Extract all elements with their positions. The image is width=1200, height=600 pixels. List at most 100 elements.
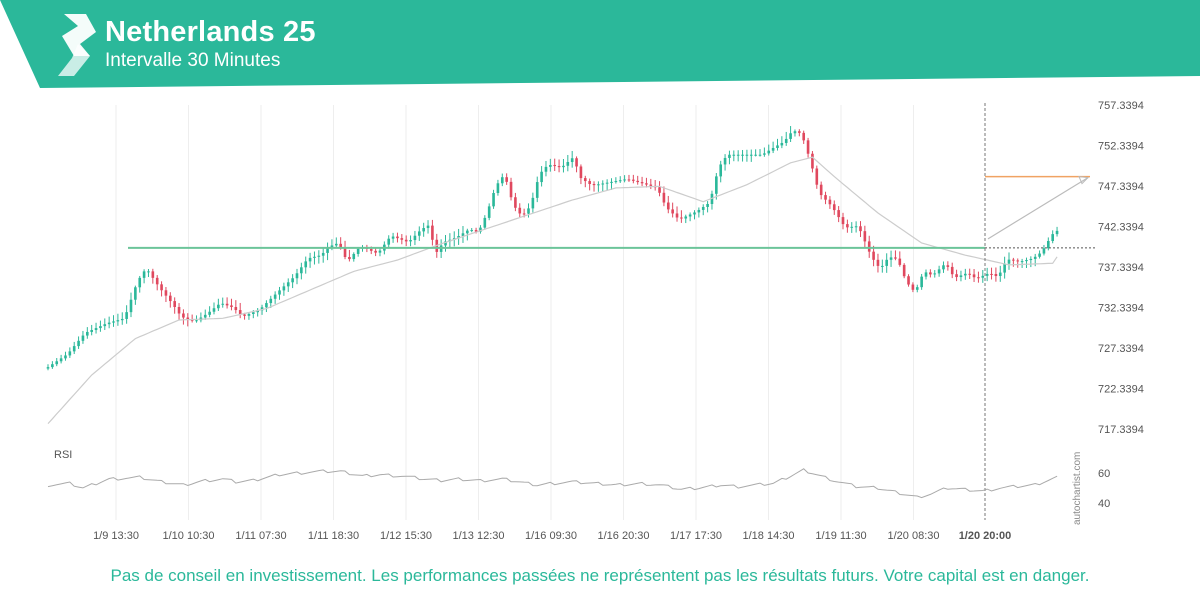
candle-body [304,261,308,268]
candle-body [741,154,744,156]
x-tick-label: 1/10 10:30 [163,530,215,542]
candle-body [243,314,246,316]
candle-body [553,164,557,167]
candle-body [824,195,827,200]
candle-body [885,259,889,266]
candle-body [466,230,469,234]
candle-body [230,305,233,308]
candle-body [409,240,412,242]
rsi-tick-label: 60 [1098,468,1110,480]
candle-body [977,277,980,279]
candle-body [767,150,771,154]
candle-body [348,256,351,260]
candle-body [225,303,229,306]
y-tick-label: 752.3394 [1098,141,1144,153]
projection-arrow-line [987,177,1089,240]
candle-body [863,231,867,242]
candle-body [719,164,723,177]
candle-body [51,364,54,368]
y-tick-label: 717.3394 [1098,424,1144,436]
candle-body [605,182,609,184]
candle-body [688,214,692,217]
x-tick-label: 1/16 20:30 [598,530,650,542]
candle-body [496,183,500,194]
candle-body [636,180,640,183]
candle-body [186,317,190,320]
candle-body [116,320,120,322]
candle-body [562,165,565,168]
candle-body [662,192,666,203]
candle-body [509,181,513,198]
x-tick-label: 1/19 11:30 [815,530,866,542]
candle-body [579,166,583,179]
candle-body [487,206,491,218]
candle-body [964,273,967,276]
x-tick-label: 1/20 08:30 [888,530,940,542]
candle-body [828,199,832,205]
candle-body [173,301,176,308]
candle-body [601,183,605,185]
candle-body [597,184,600,186]
candle-body [675,213,679,218]
candle-body [326,248,329,253]
candle-body [1007,259,1011,264]
candle-body [164,290,168,296]
candle-body [308,257,312,262]
candle-body [160,284,163,291]
candle-body [846,224,849,228]
candle-body [780,142,784,146]
candle-body [300,267,303,274]
candle-body [649,184,653,186]
candle-body [374,250,377,253]
candle-body [343,247,347,257]
candle-body [771,147,775,151]
candle-body [950,266,954,275]
candle-body [134,287,137,300]
candle-body [125,312,128,319]
x-tick-label: 1/16 09:30 [525,530,577,542]
candle-body [1016,260,1020,262]
y-tick-label: 727.3394 [1098,343,1144,355]
x-tick-label: 1/13 12:30 [453,530,505,542]
candle-body [500,177,504,184]
candle-body [391,236,395,239]
projection-arrow-head [1078,176,1090,185]
candle-body [417,231,421,236]
candle-body [479,227,482,232]
candle-body [946,265,950,267]
candle-body [531,197,535,209]
candle-body [251,312,255,314]
candle-body [68,351,72,356]
candle-body [575,158,578,167]
y-tick-label: 747.3394 [1098,181,1144,193]
candle-body [815,168,819,185]
candle-body [339,243,342,248]
candle-body [658,187,661,193]
candle-body [798,131,801,133]
candle-body [942,265,945,270]
candle-body [431,225,434,240]
candle-body [990,273,993,275]
candle-body [998,272,1002,277]
candle-body [514,197,517,208]
candle-body [142,271,146,278]
candle-body [369,248,373,251]
candle-body [81,335,85,341]
candle-body [776,145,779,148]
candle-body [645,183,648,185]
candle-body [632,179,635,181]
candle-body [444,241,447,246]
candle-body [352,253,356,260]
candle-body [994,274,998,277]
candle-body [195,320,198,322]
candle-body [872,251,875,260]
candle-body [898,258,902,265]
candle-body [671,209,674,214]
candle-body [728,154,731,158]
candle-body [269,298,273,304]
candle-body [618,180,622,182]
candle-body [640,182,644,184]
candle-body [832,204,836,211]
candle-body [959,275,963,278]
